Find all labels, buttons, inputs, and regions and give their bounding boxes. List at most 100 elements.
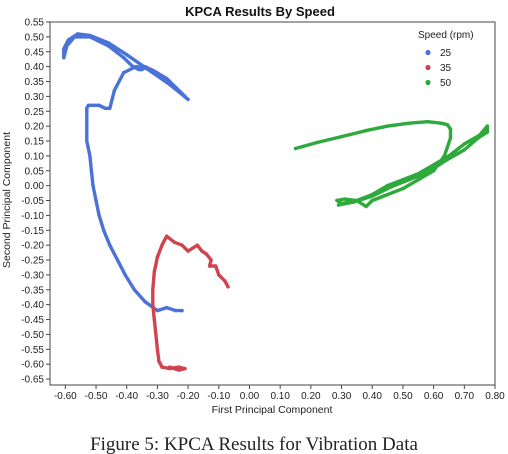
x-tick-label: 0.80 — [485, 391, 505, 402]
series-50-point — [364, 128, 368, 133]
series-35-point — [157, 359, 161, 363]
series-50-point — [401, 186, 405, 191]
x-tick-label: 0.30 — [332, 391, 352, 402]
series-layer — [62, 32, 489, 372]
series-25-point — [86, 103, 91, 108]
legend-marker-50 — [425, 79, 431, 86]
series-50-point — [444, 158, 448, 163]
series-50-point — [401, 178, 405, 182]
series-50-point — [352, 200, 356, 204]
series-35-point — [226, 285, 230, 289]
series-25-point — [66, 38, 71, 42]
series-35-point — [155, 347, 160, 351]
series-50-point — [339, 201, 344, 206]
series-25-point — [85, 139, 89, 143]
series-50-point — [416, 178, 420, 182]
series-35-point — [214, 264, 218, 268]
series-35-point — [180, 243, 184, 247]
series-50-point — [339, 134, 344, 139]
legend-label-35: 35 — [440, 63, 452, 74]
series-50-point — [425, 120, 430, 124]
series-25-point — [102, 228, 106, 232]
series-50-point — [448, 127, 453, 131]
series-35-point — [160, 365, 164, 369]
series-50-point — [485, 124, 489, 128]
y-tick-label: 0.05 — [25, 166, 45, 177]
y-tick-label: 0.45 — [25, 47, 45, 58]
series-25-point — [91, 183, 95, 188]
series-25-point — [131, 64, 135, 69]
series-25-point — [164, 76, 169, 81]
series-50-point — [416, 172, 420, 176]
series-25-point — [168, 79, 172, 84]
series-25-point — [91, 103, 95, 108]
series-50-point — [462, 148, 466, 152]
y-axis-label: Second Principal Component — [1, 132, 13, 268]
series-25-point — [72, 35, 77, 39]
y-tick-label: -0.35 — [21, 285, 44, 296]
series-25-point — [132, 288, 137, 292]
series-35-point — [151, 288, 155, 292]
y-tick-label: -0.10 — [21, 211, 44, 222]
legend-title: Speed (rpm) — [418, 30, 474, 41]
series-35-point — [155, 255, 160, 259]
x-tick-label: -0.10 — [207, 391, 230, 402]
series-50-point — [385, 124, 390, 128]
series-50-point — [389, 185, 393, 189]
series-50-point — [385, 192, 390, 197]
series-25-point — [97, 103, 101, 108]
series-25-point — [123, 273, 127, 277]
series-50-point — [407, 178, 411, 182]
series-50-point — [370, 194, 374, 198]
series-25-point — [186, 97, 190, 102]
y-tick-label: 0.15 — [25, 137, 45, 148]
y-tick-label: 0.10 — [25, 151, 45, 162]
series-25-point — [88, 35, 92, 39]
series-50-trace — [293, 120, 489, 209]
series-25-point — [85, 106, 89, 111]
x-tick-label: -0.50 — [85, 391, 108, 402]
series-35-point — [186, 249, 190, 253]
series-50-point — [431, 163, 436, 167]
series-50-point — [335, 198, 339, 203]
series-50-point — [315, 140, 319, 145]
series-50-point — [293, 146, 298, 151]
series-25-point — [75, 32, 80, 36]
series-25-point — [152, 69, 156, 73]
y-tick-label: -0.55 — [21, 345, 44, 356]
y-tick-label: 0.20 — [25, 122, 45, 133]
series-35-point — [183, 366, 187, 371]
series-50-point — [447, 154, 451, 158]
series-25-point — [174, 308, 178, 313]
series-35-point — [151, 303, 155, 307]
series-25-point — [137, 67, 141, 72]
series-50-point — [364, 204, 368, 209]
series-25-point — [97, 213, 101, 218]
series-25-point — [168, 82, 172, 87]
series-35-point — [154, 332, 158, 337]
series-35-point — [160, 243, 164, 247]
x-tick-label: 0.20 — [301, 391, 321, 402]
series-50-point — [445, 123, 450, 127]
series-50-point — [370, 198, 374, 203]
y-tick-label: 0.30 — [25, 92, 45, 103]
series-35-point — [217, 273, 221, 277]
series-35-point — [207, 264, 212, 268]
series-35-point — [172, 240, 176, 244]
series-35-point — [204, 252, 209, 256]
series-50-point — [462, 142, 466, 146]
series-25-point — [149, 67, 153, 72]
series-25-point — [143, 300, 147, 304]
series-35-point — [152, 270, 156, 274]
x-axis: -0.60 -0.50 -0.40 -0.30 -0.20 -0.10 0.00 0.10 0.… — [54, 385, 505, 402]
series-50-point — [431, 169, 436, 173]
series-25-point — [108, 106, 112, 111]
y-tick-label: -0.50 — [21, 330, 44, 341]
series-25-point — [85, 124, 89, 128]
series-50-point — [476, 136, 480, 140]
series-35-point — [152, 317, 156, 322]
y-tick-label: -0.20 — [21, 241, 44, 252]
series-25-point — [122, 70, 126, 75]
series-35-point — [195, 243, 199, 247]
series-25-point — [155, 308, 160, 313]
